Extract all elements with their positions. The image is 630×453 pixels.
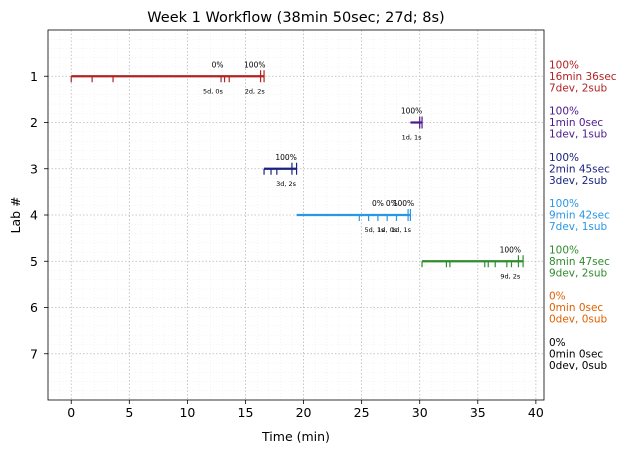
y-tick-label: 4	[30, 208, 38, 223]
lab-1-annotation: 100%	[244, 60, 265, 69]
lab-6-summary-line: 0dev, 0sub	[549, 314, 608, 326]
lab-3-summary-line: 2min 45sec	[549, 163, 610, 175]
y-axis-label: Lab #	[8, 196, 23, 233]
lab-3-annotation: 3d, 2s	[276, 180, 297, 188]
lab-6-summary-line: 0min 0sec	[549, 302, 603, 314]
x-tick-label: 25	[354, 405, 370, 420]
lab-2-summary-line: 1dev, 1sub	[549, 129, 608, 141]
lab-5-annotation: 100%	[500, 245, 521, 254]
lab-4-summary-line: 100%	[549, 198, 579, 210]
lab-4-annotation: 100%	[393, 199, 414, 208]
y-tick-label: 7	[30, 346, 38, 361]
x-tick-label: 40	[528, 405, 544, 420]
lab-4-summary-line: 7dev, 1sub	[549, 221, 608, 233]
y-tick-label: 2	[30, 115, 38, 130]
x-tick-label: 30	[412, 405, 428, 420]
lab-2-annotation: 1d, 1s	[402, 134, 423, 142]
x-tick-label: 5	[125, 405, 133, 420]
chart-title: Week 1 Workflow (38min 50sec; 27d; 8s)	[147, 10, 444, 26]
lab-7-summary-line: 0min 0sec	[549, 348, 603, 360]
x-axis-label: Time (min)	[261, 429, 330, 444]
lab-4-annotation: 1d, 1s	[391, 226, 412, 234]
lab-3-annotation: 100%	[275, 153, 296, 162]
lab-1-annotation: 5d, 0s	[203, 87, 224, 95]
lab-5-summary-line: 9dev, 2sub	[549, 267, 608, 279]
y-tick-label: 3	[30, 161, 38, 176]
lab-4-annotation: 0%	[386, 199, 398, 208]
lab-5-summary-line: 8min 47sec	[549, 256, 610, 268]
grid	[47, 30, 544, 400]
lab-7-summary-line: 0%	[549, 337, 566, 349]
x-tick-label: 10	[179, 405, 195, 420]
x-tick-label: 35	[470, 405, 486, 420]
lab-1-summary-line: 100%	[549, 59, 579, 71]
lab-1-annotation: 2d, 2s	[245, 87, 266, 95]
lab-1-summary-line: 7dev, 2sub	[549, 82, 608, 94]
lab-5-annotation: 9d, 2s	[500, 272, 521, 280]
lab-4-annotation: 5d, 1s	[364, 226, 385, 234]
x-tick-label: 0	[67, 405, 75, 420]
lab-3-summary-line: 100%	[549, 152, 579, 164]
lab-4-annotation: 1d, 0s	[377, 226, 398, 234]
axes: 0 5 10 15 20 25 30 35 40 1 2 3 4 5 6 7	[30, 69, 544, 420]
lab-2-annotation: 100%	[401, 107, 422, 116]
lab-1-annotation: 0%	[212, 60, 224, 69]
lab-4-annotation: 0%	[372, 199, 384, 208]
lab-5-summary-line: 100%	[549, 244, 579, 256]
x-tick-label: 20	[296, 405, 312, 420]
y-tick-label: 5	[30, 254, 38, 269]
lab-1-summary-line: 16min 36sec	[549, 71, 617, 83]
y-tick-label: 1	[30, 69, 38, 84]
lab-4-summary-line: 9min 42sec	[549, 210, 610, 222]
y-tick-label: 6	[30, 300, 38, 315]
lab-7-summary-line: 0dev, 0sub	[549, 360, 608, 372]
lab-2-summary-line: 1min 0sec	[549, 117, 603, 129]
lab-2-summary-line: 100%	[549, 106, 579, 118]
x-tick-label: 15	[238, 405, 254, 420]
lab-3-summary-line: 3dev, 2sub	[549, 175, 608, 187]
lab-6-summary-line: 0%	[549, 291, 566, 303]
